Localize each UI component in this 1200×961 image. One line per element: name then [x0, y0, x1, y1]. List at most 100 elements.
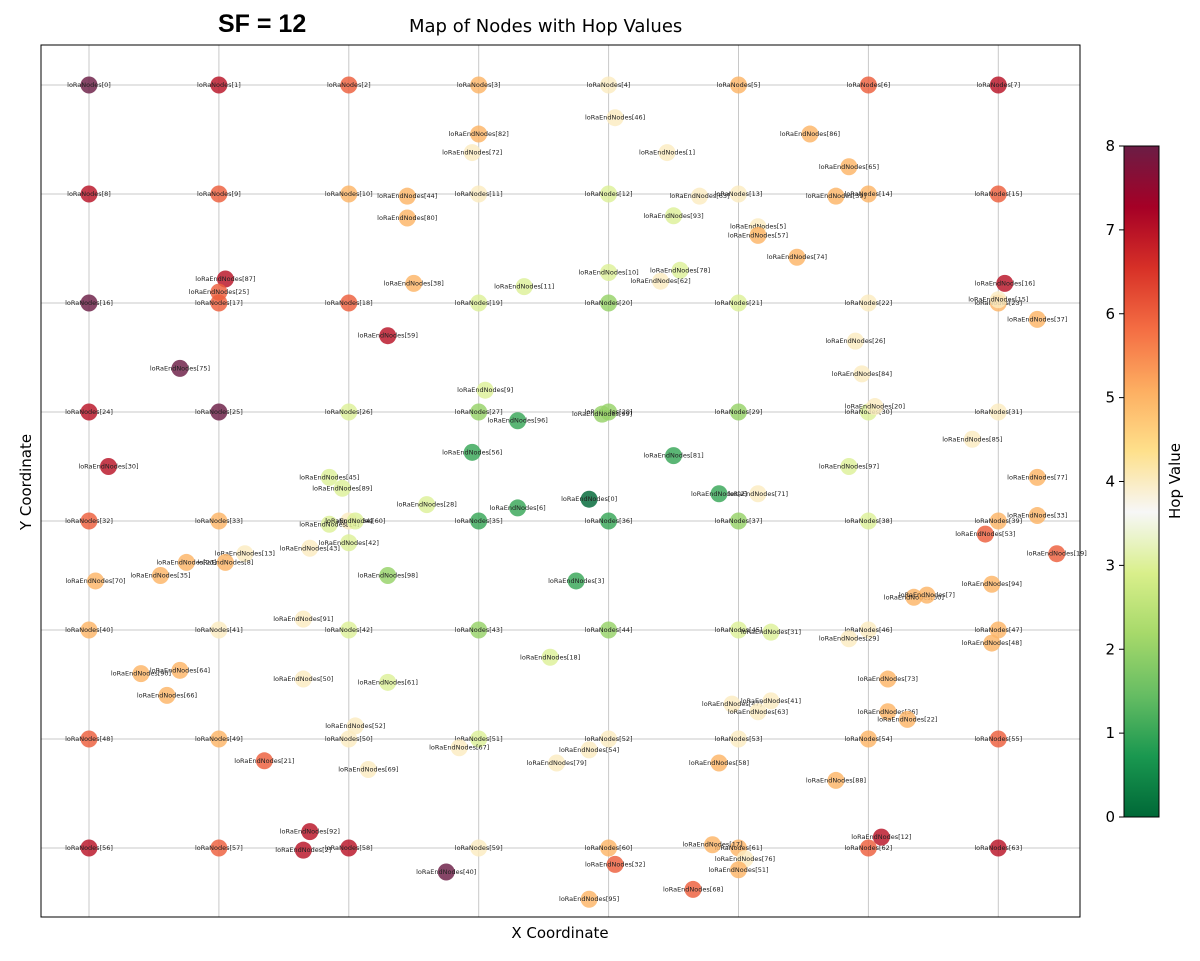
point-label: loRaEndNodes[79]	[527, 759, 587, 767]
data-point: loRaEndNodes[63]	[728, 703, 788, 721]
data-point: loRaEndNodes[28]	[397, 496, 457, 514]
data-point: loRaNodes[46]	[844, 621, 892, 639]
point-marker	[600, 294, 618, 312]
colorbar: 0 1 2 3 4 5 6 7 8 Hop Value	[1105, 137, 1184, 826]
point-label: loRaNodes[10]	[325, 190, 373, 198]
data-point: loRaNodes[22]	[844, 294, 892, 312]
point-label: loRaEndNodes[32]	[585, 860, 645, 868]
point-marker	[216, 270, 234, 288]
data-point: loRaNodes[44]	[585, 621, 633, 639]
data-point: loRaEndNodes[61]	[358, 673, 418, 691]
data-point: loRaEndNodes[22]	[877, 710, 937, 728]
point-marker	[710, 754, 728, 772]
point-label: loRaEndNodes[13]	[215, 550, 275, 558]
point-label: loRaNodes[44]	[585, 626, 633, 634]
data-point: loRaEndNodes[26]	[825, 332, 886, 350]
data-point: loRaEndNodes[45]	[299, 468, 359, 486]
point-marker	[827, 187, 845, 205]
data-point: loRaEndNodes[92]	[280, 823, 340, 841]
point-label: loRaEndNodes[62]	[630, 277, 690, 285]
point-label: loRaEndNodes[64]	[150, 666, 210, 674]
point-marker	[470, 185, 488, 203]
data-point: loRaNodes[9]	[197, 185, 241, 203]
point-label: loRaEndNodes[77]	[1007, 473, 1067, 481]
data-point: loRaEndNodes[32]	[585, 855, 645, 873]
sf-label: SF = 12	[218, 10, 307, 38]
point-marker	[340, 534, 358, 552]
point-label: loRaEndNodes[50]	[884, 593, 944, 601]
point-marker	[652, 272, 670, 290]
point-marker	[418, 496, 436, 514]
point-marker	[606, 109, 624, 127]
point-label: loRaNodes[8]	[67, 190, 111, 198]
point-marker	[476, 381, 494, 399]
point-marker	[463, 443, 481, 461]
data-point: loRaEndNodes[67]	[429, 739, 489, 757]
point-label: loRaEndNodes[54]	[559, 746, 619, 754]
data-point: loRaNodes[53]	[715, 730, 762, 748]
data-point: loRaNodes[20]	[585, 294, 633, 312]
data-point: loRaNodes[55]	[974, 730, 1022, 748]
point-label: loRaEndNodes[47]	[702, 700, 762, 708]
point-label: loRaNodes[58]	[325, 844, 373, 852]
point-label: loRaEndNodes[72]	[442, 149, 502, 157]
point-label: loRaEndNodes[8]	[197, 558, 253, 566]
point-marker	[723, 695, 741, 713]
point-marker	[210, 839, 228, 857]
point-marker	[658, 144, 676, 162]
point-marker	[132, 665, 150, 683]
grid-layer	[41, 45, 1080, 917]
data-point: loRaEndNodes[75]	[150, 359, 210, 377]
point-label: loRaEndNodes[21]	[234, 757, 294, 765]
point-label: loRaEndNodes[38]	[384, 279, 444, 287]
data-point: loRaEndNodes[77]	[1007, 468, 1067, 486]
point-marker	[509, 412, 527, 430]
point-label: loRaEndNodes[43]	[280, 544, 340, 552]
point-marker	[691, 187, 709, 205]
colorbar-label: Hop Value	[1166, 443, 1184, 519]
point-marker	[470, 621, 488, 639]
point-marker	[470, 76, 488, 94]
point-marker	[301, 539, 319, 557]
data-point: loRaNodes[49]	[195, 730, 243, 748]
data-point: loRaEndNodes[21]	[234, 752, 294, 770]
point-label: loRaEndNodes[80]	[377, 214, 437, 222]
point-label: loRaEndNodes[0]	[561, 495, 617, 503]
data-point: loRaEndNodes[2]	[275, 841, 331, 859]
data-point: loRaEndNodes[31]	[741, 623, 801, 641]
point-marker	[320, 515, 338, 533]
data-point: loRaEndNodes[73]	[858, 670, 918, 688]
point-marker	[989, 512, 1007, 530]
points-layer: loRaNodes[0] loRaNodes[1] loRaNodes[2] loRa…	[65, 76, 1087, 908]
point-label: loRaEndNodes[44]	[377, 192, 437, 200]
point-label: loRaEndNodes[65]	[819, 163, 879, 171]
data-point: loRaEndNodes[17]	[682, 836, 743, 854]
point-marker	[898, 710, 916, 728]
data-point: loRaEndNodes[12]	[851, 828, 911, 846]
point-marker	[593, 405, 611, 423]
point-marker	[340, 185, 358, 203]
data-point: loRaEndNodes[58]	[689, 754, 749, 772]
point-label: loRaNodes[47]	[974, 626, 1022, 634]
data-point: loRaEndNodes[3]	[548, 572, 604, 590]
data-point: loRaEndNodes[43]	[280, 539, 340, 557]
point-label: loRaEndNodes[74]	[767, 253, 827, 261]
data-point: loRaEndNodes[97]	[819, 458, 879, 475]
point-label: loRaEndNodes[98]	[358, 572, 418, 580]
point-label: loRaNodes[29]	[715, 408, 763, 416]
data-point: loRaEndNodes[13]	[215, 545, 275, 563]
point-marker	[463, 144, 481, 162]
point-label: loRaEndNodes[61]	[358, 678, 418, 686]
data-point: loRaNodes[8]	[67, 185, 111, 203]
data-point: loRaNodes[54]	[844, 730, 892, 748]
point-marker	[749, 703, 767, 721]
data-point: loRaEndNodes[65]	[819, 158, 879, 176]
data-point: loRaEndNodes[0]	[561, 490, 617, 508]
point-marker	[600, 839, 618, 857]
point-marker	[210, 76, 228, 94]
point-marker	[405, 274, 423, 292]
point-label: loRaNodes[48]	[65, 735, 113, 743]
data-point: loRaEndNodes[36]	[858, 703, 918, 721]
data-point: loRaEndNodes[48]	[962, 634, 1022, 652]
point-label: loRaEndNodes[36]	[858, 708, 918, 716]
